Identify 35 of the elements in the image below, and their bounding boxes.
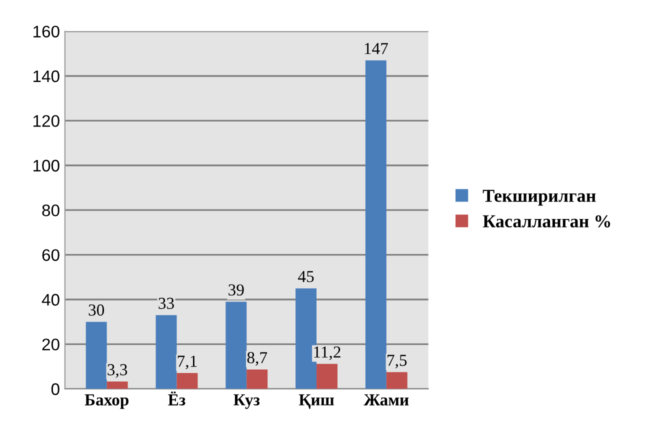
bar (316, 364, 338, 389)
data-label: 8,7 (247, 352, 268, 366)
data-label: 45 (298, 271, 314, 282)
data-label: 147 (364, 43, 388, 54)
x-tick-label: Ёз (168, 392, 186, 406)
legend-label: Касалланган % (482, 215, 610, 228)
x-tick-label: Қиш (298, 394, 334, 409)
bar (86, 322, 107, 389)
y-tick-label: 80 (42, 204, 60, 216)
data-label: 39 (228, 284, 244, 296)
bar (106, 382, 128, 389)
bar (156, 315, 177, 389)
x-tick-label: Жами (364, 394, 409, 406)
y-tick-label: 60 (42, 249, 60, 261)
data-label: 11,2 (314, 346, 340, 360)
y-tick-label: 100 (34, 160, 60, 172)
bar (246, 369, 268, 389)
data-label: 7,1 (178, 356, 197, 370)
y-tick-label: 40 (42, 294, 60, 306)
data-label: 7,5 (388, 354, 407, 368)
y-tick-label: 0 (51, 383, 60, 396)
legend-label: Текширилган (482, 190, 596, 206)
y-tick-label: 140 (34, 70, 60, 82)
data-label: 3,3 (108, 364, 128, 378)
y-tick-label: 120 (34, 115, 60, 127)
bar (176, 373, 198, 389)
bar (386, 372, 408, 389)
data-label: 33 (158, 298, 174, 309)
y-tick-label: 160 (34, 26, 60, 38)
y-tick-label: 20 (42, 338, 60, 350)
x-tick-label: Бахор (84, 394, 128, 409)
x-tick-label: Куз (234, 394, 260, 409)
data-label: 30 (88, 304, 104, 316)
bar (365, 60, 386, 389)
bar (226, 302, 247, 389)
